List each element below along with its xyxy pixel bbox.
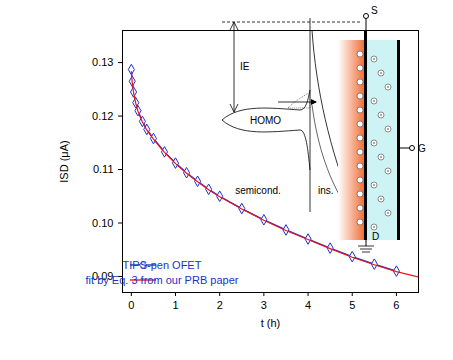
svg-text:ISD (μA): ISD (μA) (58, 140, 70, 182)
svg-text:S: S (371, 5, 378, 16)
svg-text:TIPS-pen OFET: TIPS-pen OFET (123, 259, 202, 271)
svg-text:6: 6 (393, 299, 399, 311)
svg-text:0: 0 (128, 299, 134, 311)
svg-text:semicond.: semicond. (235, 185, 281, 196)
svg-text:IE: IE (240, 61, 250, 72)
svg-text:4: 4 (305, 299, 311, 311)
svg-text:0.13: 0.13 (92, 56, 113, 68)
svg-text:5: 5 (349, 299, 355, 311)
svg-text:3: 3 (261, 299, 267, 311)
svg-text:1: 1 (172, 299, 178, 311)
svg-text:t (h): t (h) (261, 317, 281, 329)
svg-text:ins.: ins. (318, 185, 334, 196)
svg-text:0.10: 0.10 (92, 217, 113, 229)
svg-text:0.11: 0.11 (93, 163, 114, 175)
svg-text:2: 2 (217, 299, 223, 311)
svg-text:G: G (418, 143, 426, 154)
svg-text:D: D (372, 231, 379, 242)
svg-text:fit by Eq. 3 from our PRB pape: fit by Eq. 3 from our PRB paper (86, 274, 239, 286)
svg-text:HOMO: HOMO (250, 115, 281, 126)
svg-text:0.12: 0.12 (92, 110, 113, 122)
